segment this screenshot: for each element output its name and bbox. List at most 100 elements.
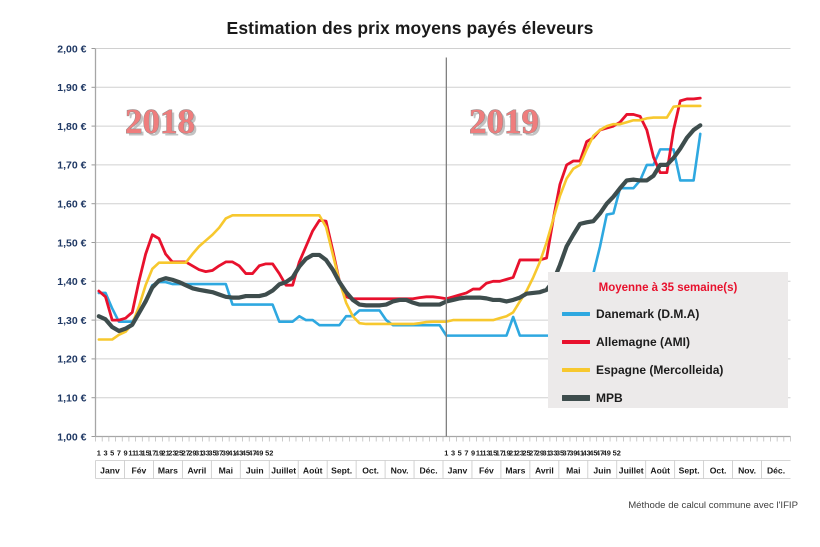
x-axis-week-label: 15 bbox=[142, 449, 150, 458]
x-axis-week-label: 5 bbox=[458, 449, 462, 458]
x-axis-week-label: 43 bbox=[235, 449, 243, 458]
x-axis-month-label: Nov. bbox=[738, 466, 756, 476]
x-axis-week-label: 17 bbox=[148, 449, 156, 458]
x-axis-week-label: 33 bbox=[202, 449, 210, 458]
x-axis-week-label: 29 bbox=[536, 449, 544, 458]
x-axis-month-label: Nov. bbox=[391, 466, 409, 476]
x-axis-month-label: Juin bbox=[593, 466, 611, 476]
x-axis-month-label: Sept. bbox=[331, 466, 352, 476]
legend-item-espagne-mercolleida[interactable]: Espagne (Mercolleida) bbox=[562, 362, 723, 378]
x-axis-week-label: 7 bbox=[464, 449, 468, 458]
x-axis-week-label: 47 bbox=[596, 449, 604, 458]
legend-item-label: Espagne (Mercolleida) bbox=[596, 363, 724, 377]
axis-group bbox=[91, 48, 791, 479]
legend-color-swatch bbox=[562, 340, 590, 344]
x-axis-week-label: 31 bbox=[542, 449, 550, 458]
series-line-mpb bbox=[96, 123, 703, 334]
x-axis-week-label: 1 bbox=[97, 449, 101, 458]
y-axis-labels: 1,00 € 1,10 € 1,20 € 1,30 € 1,40 € 1,50 € 1,60… bbox=[57, 43, 86, 443]
x-axis-week-label: 37 bbox=[563, 449, 571, 458]
x-axis-month-label: Fév bbox=[132, 466, 147, 476]
x-axis-week-label: 15 bbox=[489, 449, 497, 458]
x-axis-week-label: 9 bbox=[471, 449, 475, 458]
x-axis-week-label: 23 bbox=[516, 449, 524, 458]
x-axis-week-label: 37 bbox=[215, 449, 223, 458]
x-axis-month-label: Juillet bbox=[619, 466, 644, 476]
y-axis-tick-label: 1,10 € bbox=[57, 393, 86, 405]
x-axis-week-label: 13 bbox=[482, 449, 490, 458]
x-axis-week-label: 39 bbox=[222, 449, 230, 458]
x-axis-week-label: 9 bbox=[124, 449, 128, 458]
x-axis-week-label: 11 bbox=[128, 449, 136, 458]
y-axis-tick-label: 1,40 € bbox=[57, 276, 86, 288]
legend-item-allemagne-ami[interactable]: Allemagne (AMI) bbox=[562, 334, 690, 350]
chart-legend: Moyenne à 35 semaine(s) Danemark (D.M.A)… bbox=[548, 272, 788, 408]
x-axis-week-label: 3 bbox=[451, 449, 455, 458]
series-group bbox=[96, 96, 703, 341]
y-axis-tick-label: 1,00 € bbox=[57, 431, 86, 443]
x-axis-week-label: 33 bbox=[549, 449, 557, 458]
legend-color-swatch bbox=[562, 368, 590, 372]
legend-item-mpb[interactable]: MPB bbox=[562, 390, 623, 406]
x-axis-week-label: 19 bbox=[502, 449, 510, 458]
legend-item-danemark-d-m-a[interactable]: Danemark (D.M.A) bbox=[562, 306, 699, 322]
x-axis-month-label: Sept. bbox=[679, 466, 700, 476]
y-axis-tick-label: 1,60 € bbox=[57, 199, 86, 211]
x-axis-month-label: Déc. bbox=[419, 466, 437, 476]
x-axis-week-label: 23 bbox=[168, 449, 176, 458]
x-axis-week-label: 35 bbox=[556, 449, 564, 458]
x-axis-week-label: 3 bbox=[103, 449, 107, 458]
x-axis-month-label: Avril bbox=[535, 466, 554, 476]
x-axis-labels: 1 3 5 7 9 11131517192123252729313335373941434… bbox=[97, 449, 785, 476]
x-axis-month-label: Janv bbox=[448, 466, 468, 476]
x-axis-month-label: Janv bbox=[100, 466, 120, 476]
x-axis-week-label: 25 bbox=[522, 449, 530, 458]
x-axis-month-label: Août bbox=[650, 466, 670, 476]
page-title: Estimation des prix moyens payés éleveur… bbox=[226, 18, 594, 38]
year-label-2018: 2018 bbox=[125, 102, 195, 141]
x-axis-month-label: Oct. bbox=[362, 466, 379, 476]
y-axis-tick-label: 1,20 € bbox=[57, 354, 86, 366]
x-axis-week-label: 45 bbox=[589, 449, 597, 458]
x-axis-week-label: 19 bbox=[155, 449, 163, 458]
x-axis-week-label: 7 bbox=[117, 449, 121, 458]
x-axis-week-label: 49 bbox=[255, 449, 263, 458]
legend-title: Moyenne à 35 semaine(s) bbox=[598, 282, 738, 294]
x-axis-week-label: 29 bbox=[188, 449, 196, 458]
legend-color-swatch bbox=[562, 312, 590, 316]
legend-item-label: MPB bbox=[596, 391, 623, 405]
year-label-2019-shadow: 2019 bbox=[472, 105, 542, 144]
x-axis-month-label: Août bbox=[303, 466, 323, 476]
x-axis-week-label: 41 bbox=[228, 449, 236, 458]
x-axis-week-label: 43 bbox=[583, 449, 591, 458]
x-axis-month-label: Mars bbox=[158, 466, 178, 476]
x-axis-week-label: 45 bbox=[242, 449, 250, 458]
legend-color-swatch bbox=[562, 395, 590, 401]
legend-item-label: Danemark (D.M.A) bbox=[596, 307, 700, 321]
x-axis-week-label: 11 bbox=[476, 449, 484, 458]
x-axis-month-label: Mai bbox=[219, 466, 233, 476]
legend-item-label: Allemagne (AMI) bbox=[596, 335, 691, 349]
x-axis-week-label: 49 bbox=[603, 449, 611, 458]
x-axis-week-label: 17 bbox=[496, 449, 504, 458]
x-axis-week-label: 35 bbox=[208, 449, 216, 458]
footnote-text: Méthode de calcul commune avec l'IFIP bbox=[628, 500, 798, 511]
x-axis-week-label: 21 bbox=[509, 449, 517, 458]
x-axis-week-label: 27 bbox=[529, 449, 537, 458]
y-axis-tick-label: 1,50 € bbox=[57, 237, 86, 249]
x-axis-week-label: 27 bbox=[182, 449, 190, 458]
x-axis-month-label: Mai bbox=[566, 466, 580, 476]
x-axis-week-label: 47 bbox=[248, 449, 256, 458]
x-axis-week-label: 31 bbox=[195, 449, 203, 458]
year-label-2018-shadow: 2018 bbox=[128, 105, 198, 144]
x-axis-month-label: Fév bbox=[479, 466, 494, 476]
x-axis-week-label: 13 bbox=[135, 449, 143, 458]
series-line-espagne-mercolleida bbox=[97, 104, 702, 341]
y-axis-tick-label: 1,30 € bbox=[57, 315, 86, 327]
x-axis-week-label: 52 bbox=[265, 449, 273, 458]
x-axis-week-label: 41 bbox=[576, 449, 584, 458]
x-axis-week-label: 21 bbox=[162, 449, 170, 458]
y-axis-tick-label: 1,90 € bbox=[57, 82, 86, 94]
